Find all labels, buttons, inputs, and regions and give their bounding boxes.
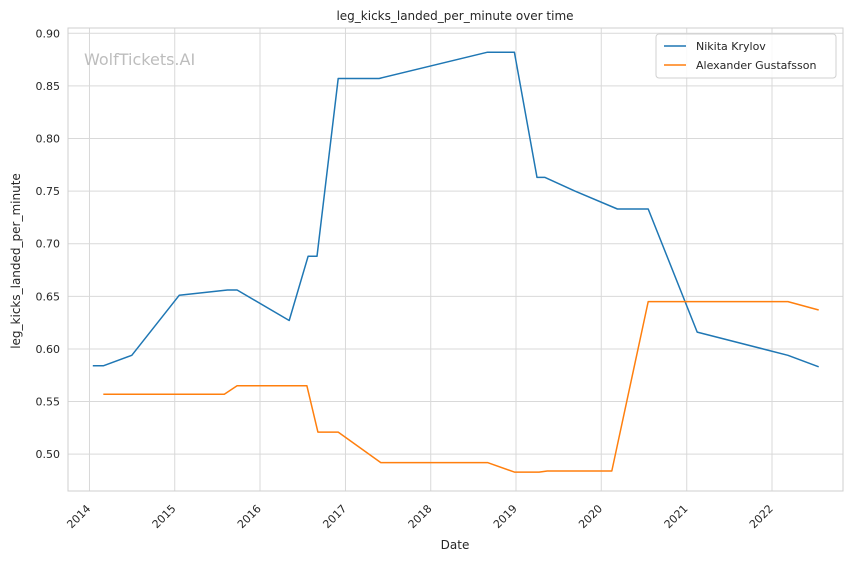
legend: Nikita Krylov Alexander Gustafsson bbox=[655, 33, 837, 79]
y-tick-label: 0.75 bbox=[36, 185, 61, 198]
y-tick-label: 0.60 bbox=[36, 343, 61, 356]
x-tick-label: 2014 bbox=[64, 502, 93, 531]
chart-title: leg_kicks_landed_per_minute over time bbox=[336, 9, 573, 23]
x-tick-label: 2019 bbox=[491, 502, 520, 531]
y-tick-label: 0.65 bbox=[36, 290, 61, 303]
y-tick-label: 0.90 bbox=[36, 27, 61, 40]
y-tick-label: 0.80 bbox=[36, 132, 61, 145]
series-line-0 bbox=[92, 51, 819, 368]
y-tick-label: 0.70 bbox=[36, 238, 61, 251]
x-tick-label: 2021 bbox=[662, 502, 691, 531]
y-tick-label: 0.50 bbox=[36, 448, 61, 461]
y-tick-label: 0.55 bbox=[36, 396, 61, 409]
x-tick-label: 2017 bbox=[320, 502, 349, 531]
y-axis-label: leg_kicks_landed_per_minute bbox=[9, 173, 23, 349]
legend-label: Nikita Krylov bbox=[696, 40, 766, 53]
y-tick-label: 0.85 bbox=[36, 80, 61, 93]
legend-label: Alexander Gustafsson bbox=[696, 59, 816, 72]
watermark: WolfTickets.AI bbox=[84, 50, 195, 69]
plot-area-border bbox=[67, 27, 844, 492]
legend-box bbox=[655, 33, 837, 79]
x-tick-label: 2022 bbox=[747, 502, 776, 531]
x-tick-label: 2020 bbox=[576, 502, 605, 531]
x-tick-label: 2016 bbox=[235, 502, 264, 531]
x-tick-label: 2018 bbox=[406, 502, 435, 531]
x-axis-label: Date bbox=[441, 538, 470, 552]
series-line-1 bbox=[103, 300, 819, 473]
x-tick-label: 2015 bbox=[150, 502, 179, 531]
